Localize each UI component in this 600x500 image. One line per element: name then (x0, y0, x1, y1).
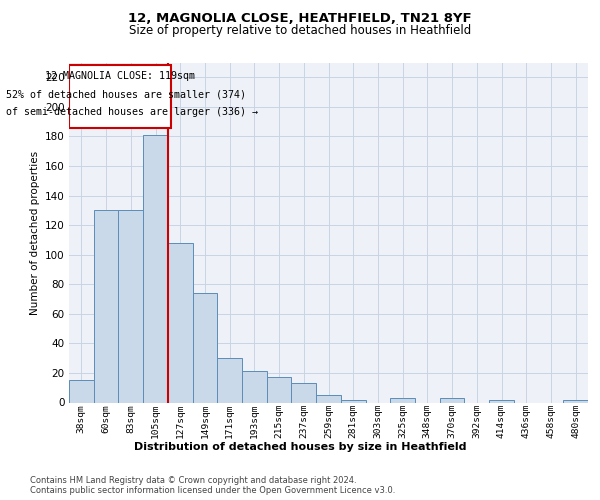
Bar (94, 210, 118, 402)
Bar (69, 380, 94, 402)
Text: Size of property relative to detached houses in Heathfield: Size of property relative to detached ho… (129, 24, 471, 37)
Y-axis label: Number of detached properties: Number of detached properties (29, 150, 40, 314)
Bar (440, 398, 464, 402)
Bar (217, 358, 242, 403)
Text: Contains HM Land Registry data © Crown copyright and database right 2024.: Contains HM Land Registry data © Crown c… (30, 476, 356, 485)
Text: Contains public sector information licensed under the Open Government Licence v3: Contains public sector information licen… (30, 486, 395, 495)
Bar (143, 135, 168, 402)
Bar (489, 400, 514, 402)
Text: Distribution of detached houses by size in Heathfield: Distribution of detached houses by size … (134, 442, 466, 452)
Text: 12, MAGNOLIA CLOSE, HEATHFIELD, TN21 8YF: 12, MAGNOLIA CLOSE, HEATHFIELD, TN21 8YF (128, 12, 472, 26)
Bar (292, 384, 316, 402)
Bar (341, 400, 365, 402)
Bar (267, 378, 292, 402)
Bar (563, 400, 588, 402)
Bar (390, 398, 415, 402)
Bar (316, 395, 341, 402)
Bar (168, 243, 193, 402)
Bar (118, 210, 143, 402)
Text: ← 52% of detached houses are smaller (374): ← 52% of detached houses are smaller (37… (0, 90, 246, 100)
Bar (193, 293, 217, 403)
FancyBboxPatch shape (70, 66, 171, 128)
Text: 47% of semi-detached houses are larger (336) →: 47% of semi-detached houses are larger (… (0, 107, 258, 117)
Text: 12 MAGNOLIA CLOSE: 119sqm: 12 MAGNOLIA CLOSE: 119sqm (45, 72, 195, 82)
Bar (242, 372, 267, 402)
